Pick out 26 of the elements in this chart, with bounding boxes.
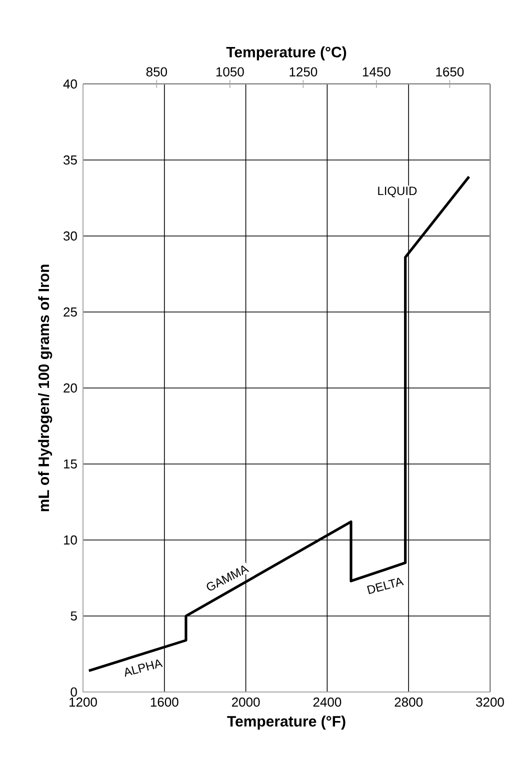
x-tick-label: 1200 bbox=[70, 698, 97, 707]
x-tick-label: 1600 bbox=[150, 698, 178, 707]
annotation: LIQUID bbox=[378, 186, 417, 198]
y-tick-label: 35 bbox=[64, 155, 77, 165]
annotation: DELTA bbox=[367, 578, 404, 594]
y-tick-label: 5 bbox=[70, 611, 77, 621]
y-tick-label: 10 bbox=[64, 535, 77, 545]
annotation: ALPHA bbox=[124, 659, 163, 677]
y-axis-title: mL of Hydrogen/ 100 grams of Iron bbox=[38, 264, 52, 512]
x2-tick-label: 1650 bbox=[436, 67, 464, 76]
x2-tick-label: 1050 bbox=[216, 67, 244, 76]
x2-tick-label: 850 bbox=[146, 67, 167, 76]
x2-axis-title: Temperature (°C) bbox=[226, 46, 346, 60]
y-tick-label: 0 bbox=[70, 687, 77, 697]
x2-tick-label: 1450 bbox=[362, 67, 390, 76]
y-tick-label: 15 bbox=[64, 459, 77, 469]
x-tick-label: 2800 bbox=[394, 698, 423, 707]
x-axis-title: Temperature (°F) bbox=[227, 716, 346, 730]
y-tick-label: 20 bbox=[64, 383, 77, 393]
x-tick-label: 3200 bbox=[476, 698, 504, 707]
x-tick-label: 2000 bbox=[232, 698, 260, 707]
y-tick-label: 30 bbox=[64, 231, 77, 241]
y-tick-label: 40 bbox=[63, 79, 77, 89]
x-tick-label: 2400 bbox=[313, 698, 342, 707]
x2-tick-label: 1250 bbox=[290, 67, 318, 76]
y-tick-label: 25 bbox=[64, 307, 77, 317]
